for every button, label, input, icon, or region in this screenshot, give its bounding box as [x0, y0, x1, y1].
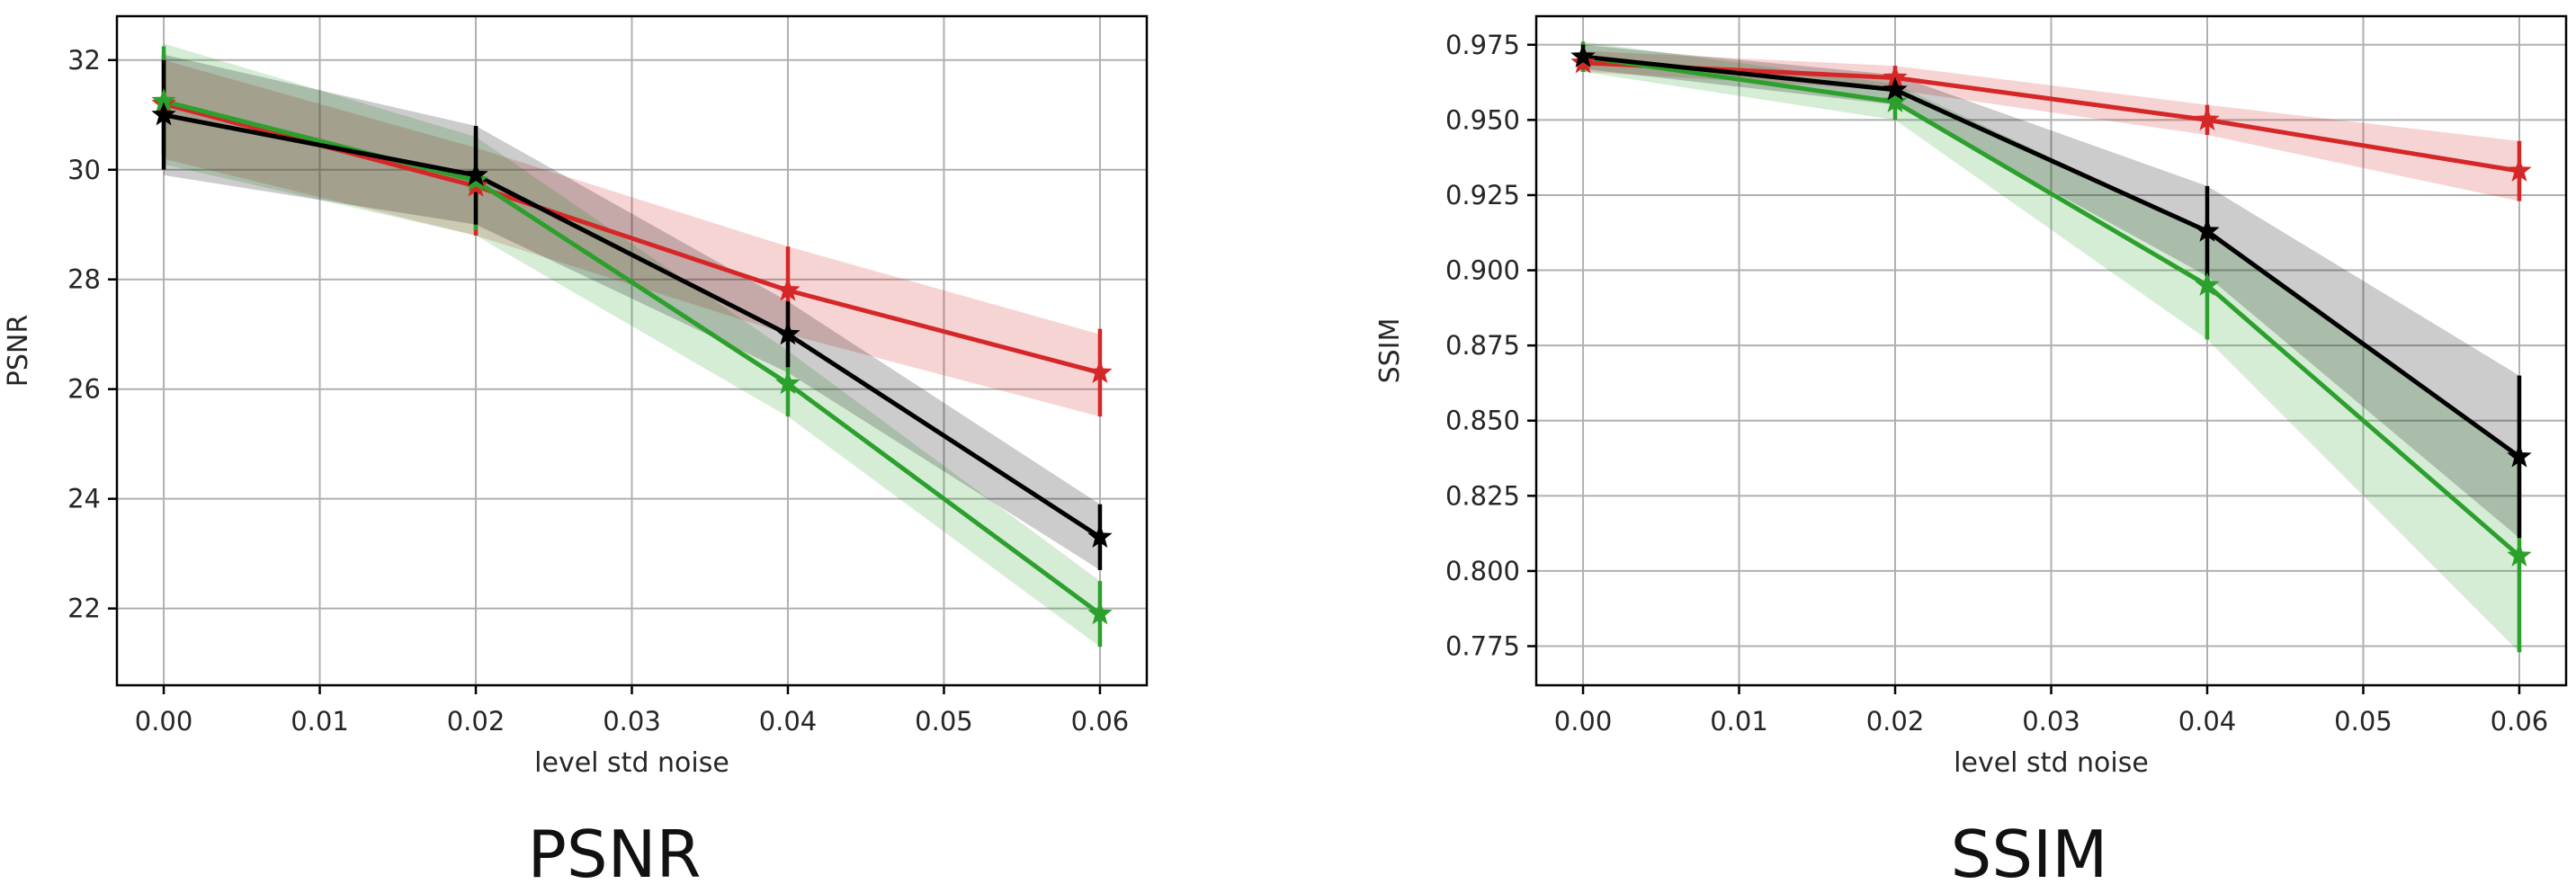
psnr-band-1 [164, 43, 1100, 647]
psnr-caption: PSNR [527, 817, 701, 892]
ssim-band-2 [1583, 44, 2519, 539]
psnr-lines [163, 99, 1102, 616]
ssim-y-tick-label: 0.825 [1445, 480, 1520, 511]
psnr-marker-1-3 [1087, 601, 1113, 625]
ssim-line-2 [1582, 54, 2521, 459]
psnr-line-2 [163, 112, 1102, 540]
ssim-marker-1-2 [2195, 272, 2220, 296]
ssim-y-tick-label: 0.975 [1445, 30, 1520, 60]
psnr-x-tick-label: 0.06 [1071, 706, 1130, 737]
ssim-x-ticks: 0.00 0.01 0.02 0.03 0.04 0.05 0.06 [1554, 685, 2548, 737]
ssim-marker-0-3 [2507, 157, 2532, 182]
psnr-x-tick-label: 0.05 [915, 706, 973, 737]
ssim-x-tick-label: 0.02 [1866, 706, 1925, 737]
psnr-marker-1-2 [775, 371, 801, 395]
psnr-x-tick-label: 0.02 [447, 706, 505, 737]
ssim-marker-2-0 [1570, 43, 1596, 67]
ssim-marker-1-3 [2507, 542, 2532, 567]
ssim-y-tick-label: 0.850 [1445, 406, 1520, 436]
ssim-x-axis-label: level std noise [1954, 747, 2149, 779]
ssim-y-axis-label: SSIM [1374, 318, 1406, 384]
ssim-y-tick-label: 0.775 [1445, 631, 1520, 662]
ssim-marker-2-2 [2195, 218, 2220, 242]
psnr-y-tick-label: 22 [67, 594, 101, 624]
ssim-caption: SSIM [1951, 817, 2108, 892]
ssim-y-tick-label: 0.900 [1445, 255, 1520, 286]
ssim-markers [1570, 43, 2532, 567]
psnr-y-ticks: 22 24 26 28 30 32 [67, 45, 117, 624]
ssim-line-1 [1582, 54, 2521, 558]
ssim-marker-0-2 [2195, 106, 2220, 131]
psnr-line-1 [163, 99, 1102, 616]
ssim-band-1 [1583, 41, 2519, 653]
psnr-markers [151, 88, 1113, 625]
psnr-x-tick-label: 0.03 [603, 706, 661, 737]
ssim-y-ticks: 0.775 0.800 0.825 0.850 0.875 0.900 0.925 0.950… [1445, 30, 1536, 662]
ssim-marker-2-3 [2507, 443, 2532, 468]
ssim-x-tick-label: 0.06 [2491, 706, 2549, 737]
psnr-marker-0-2 [775, 277, 801, 301]
ssim-marker-1-1 [1883, 88, 1908, 112]
psnr-marker-2-3 [1087, 523, 1113, 549]
ssim-x-tick-label: 0.01 [1710, 706, 1768, 737]
psnr-x-axis-label: level std noise [534, 747, 729, 779]
psnr-x-tick-label: 0.01 [291, 706, 349, 737]
psnr-chart: 0.00 0.01 0.02 0.03 0.04 0.05 0.06 22 24 26 28 30 3… [3, 14, 1149, 892]
ssim-x-tick-label: 0.05 [2334, 706, 2393, 737]
psnr-y-axis-label: PSNR [3, 315, 34, 387]
psnr-marker-2-2 [775, 321, 801, 345]
ssim-lines [1582, 54, 2521, 558]
psnr-marker-2-0 [151, 102, 176, 126]
psnr-marker-0-3 [1087, 359, 1113, 384]
ssim-chart: 0.00 0.01 0.02 0.03 0.04 0.05 0.06 0.7750.8000… [1374, 14, 2568, 892]
psnr-band-2 [164, 54, 1100, 570]
ssim-x-tick-label: 0.03 [2022, 706, 2080, 737]
ssim-y-tick-label: 0.925 [1445, 180, 1520, 210]
psnr-marker-2-1 [463, 162, 488, 186]
ssim-y-tick-label: 0.800 [1445, 556, 1520, 586]
ssim-y-tick-label: 0.875 [1445, 330, 1520, 361]
ssim-x-tick-label: 0.04 [2178, 706, 2237, 737]
psnr-x-tick-label: 0.04 [759, 706, 818, 737]
psnr-y-tick-label: 28 [67, 264, 101, 295]
psnr-x-tick-label: 0.00 [135, 706, 193, 737]
psnr-y-tick-label: 24 [67, 484, 101, 514]
ssim-marker-2-1 [1883, 76, 1908, 101]
ssim-line-0 [1582, 60, 2520, 174]
ssim-y-tick-label: 0.950 [1445, 104, 1520, 135]
psnr-y-tick-label: 26 [67, 374, 101, 405]
psnr-x-ticks: 0.00 0.01 0.02 0.03 0.04 0.05 0.06 [135, 685, 1129, 737]
psnr-y-tick-label: 30 [67, 155, 101, 185]
ssim-x-tick-label: 0.00 [1554, 706, 1613, 737]
psnr-y-tick-label: 32 [67, 45, 101, 76]
